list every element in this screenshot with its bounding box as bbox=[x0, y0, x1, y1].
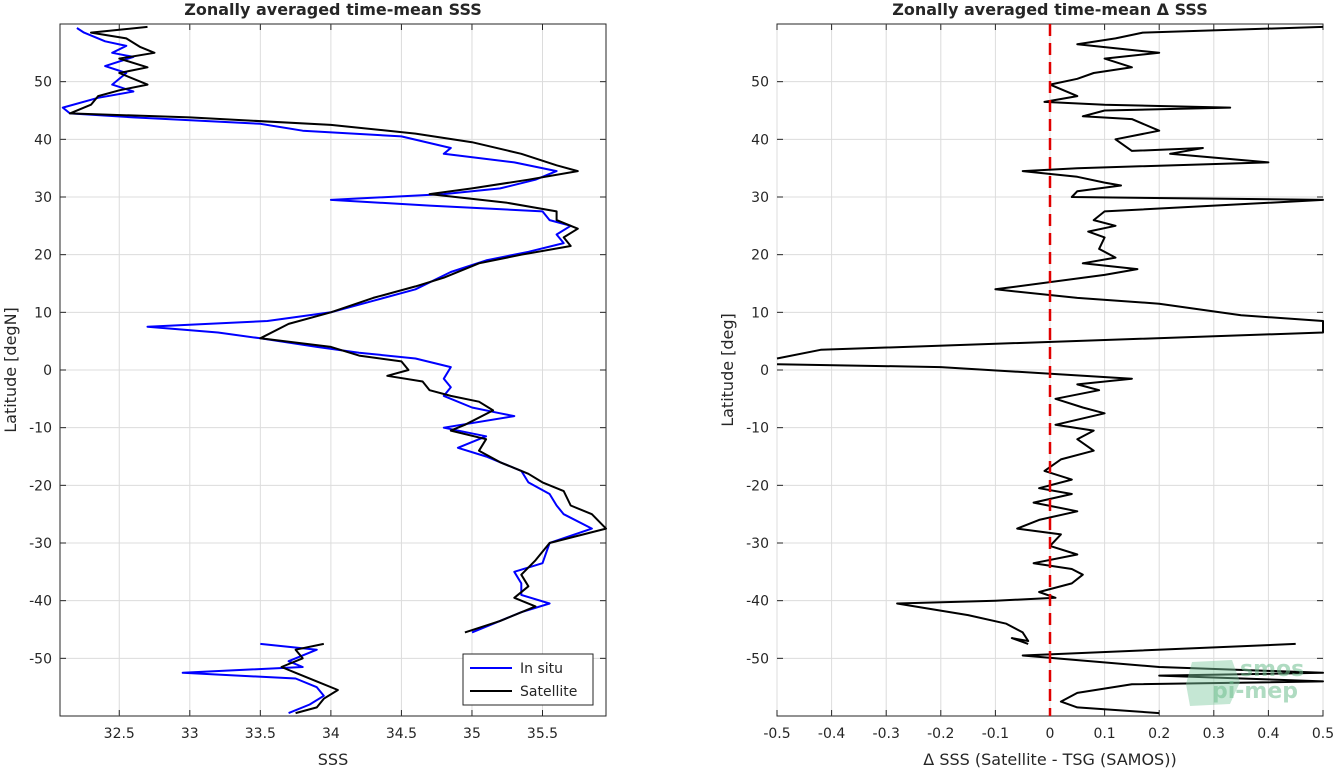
x-tick-label: -0.2 bbox=[927, 726, 954, 742]
x-tick-label: 33 bbox=[181, 726, 199, 742]
ticks-delta-sss: -0.5 -0.4 -0.3 -0.2 -0.1 0 0.1 0.2 0.3 0.4 0.5 -50 -… bbox=[746, 24, 1334, 742]
series-line-delta-0 bbox=[776, 25, 1324, 360]
y-tick-label: 0 bbox=[43, 363, 52, 379]
chart-title-sss: Zonally averaged time-mean SSS bbox=[184, 0, 482, 19]
y-tick-label: 10 bbox=[34, 305, 52, 321]
ticks-sss: 32.5 33 33.5 34 34.5 35 35.5 -50 -40 -30 -20 -10 0 10… bbox=[29, 24, 606, 742]
y-tick-label: 30 bbox=[751, 190, 769, 206]
y-tick-label: 30 bbox=[34, 190, 52, 206]
y-tick-label: -20 bbox=[29, 478, 52, 494]
series-line-in-situ-0 bbox=[61, 27, 593, 634]
legend: In situ Satellite bbox=[462, 653, 594, 706]
smos-pi-mep-logo: smos pi-mep bbox=[1186, 657, 1304, 706]
x-tick-label: 0 bbox=[1046, 726, 1055, 742]
y-axis-label-sss: Latitude [degN] bbox=[1, 307, 20, 433]
series-line-satellite-1 bbox=[280, 642, 339, 715]
series-line-satellite-0 bbox=[68, 25, 607, 634]
y-axis-label-delta-sss: Latitude [deg] bbox=[718, 313, 737, 427]
y-tick-label: 50 bbox=[751, 75, 769, 91]
y-tick-label: -20 bbox=[746, 478, 769, 494]
x-axis-label-delta-sss: Δ SSS (Satellite - TSG (SAMOS)) bbox=[923, 750, 1176, 769]
series-lines-sss bbox=[61, 25, 607, 715]
logo-shape bbox=[1186, 660, 1240, 706]
y-tick-label: 40 bbox=[751, 132, 769, 148]
x-tick-label: 34.5 bbox=[386, 726, 417, 742]
y-tick-label: 20 bbox=[34, 248, 52, 264]
x-tick-label: -0.1 bbox=[982, 726, 1009, 742]
series-line-delta-2 bbox=[1021, 642, 1324, 715]
x-tick-label: 0.1 bbox=[1093, 726, 1115, 742]
y-tick-label: -10 bbox=[29, 421, 52, 437]
y-tick-label: -40 bbox=[746, 594, 769, 610]
y-tick-label: -40 bbox=[29, 594, 52, 610]
series-line-delta-1 bbox=[776, 363, 1133, 645]
y-tick-label: 40 bbox=[34, 132, 52, 148]
y-tick-label: -50 bbox=[746, 651, 769, 667]
x-tick-label: 34 bbox=[322, 726, 340, 742]
y-tick-label: -10 bbox=[746, 421, 769, 437]
x-tick-label: -0.5 bbox=[763, 726, 790, 742]
chart-title-delta-sss: Zonally averaged time-mean Δ SSS bbox=[892, 0, 1208, 19]
x-tick-label: -0.3 bbox=[873, 726, 900, 742]
x-tick-label: 35 bbox=[463, 726, 481, 742]
logo-text-smos: smos bbox=[1240, 657, 1304, 682]
y-tick-label: 50 bbox=[34, 75, 52, 91]
y-tick-label: -30 bbox=[29, 536, 52, 552]
y-tick-label: -50 bbox=[29, 651, 52, 667]
x-tick-label: 0.4 bbox=[1257, 726, 1279, 742]
series-line-in-situ-1 bbox=[181, 642, 325, 715]
x-tick-label: 33.5 bbox=[245, 726, 276, 742]
x-axis-label-sss: SSS bbox=[318, 750, 348, 769]
legend-label-satellite: Satellite bbox=[520, 684, 577, 700]
x-tick-label: -0.4 bbox=[818, 726, 845, 742]
x-tick-label: 32.5 bbox=[104, 726, 135, 742]
series-lines-delta-sss bbox=[776, 25, 1324, 715]
y-tick-label: 10 bbox=[751, 305, 769, 321]
x-tick-label: 0.3 bbox=[1203, 726, 1225, 742]
panel-sss: 32.5 33 33.5 34 34.5 35 35.5 -50 -40 -30 -20 -10 0 10… bbox=[1, 0, 607, 769]
legend-label-in-situ: In situ bbox=[520, 661, 563, 677]
logo-text-pi-mep: pi-mep bbox=[1212, 679, 1298, 704]
panel-delta-sss: -0.5 -0.4 -0.3 -0.2 -0.1 0 0.1 0.2 0.3 0.4 0.5 -50 -… bbox=[718, 0, 1334, 769]
y-tick-label: -30 bbox=[746, 536, 769, 552]
legend-box bbox=[462, 653, 594, 706]
y-tick-label: 0 bbox=[760, 363, 769, 379]
x-tick-label: 35.5 bbox=[527, 726, 558, 742]
y-tick-label: 20 bbox=[751, 248, 769, 264]
x-tick-label: 0.2 bbox=[1148, 726, 1170, 742]
x-tick-label: 0.5 bbox=[1312, 726, 1334, 742]
